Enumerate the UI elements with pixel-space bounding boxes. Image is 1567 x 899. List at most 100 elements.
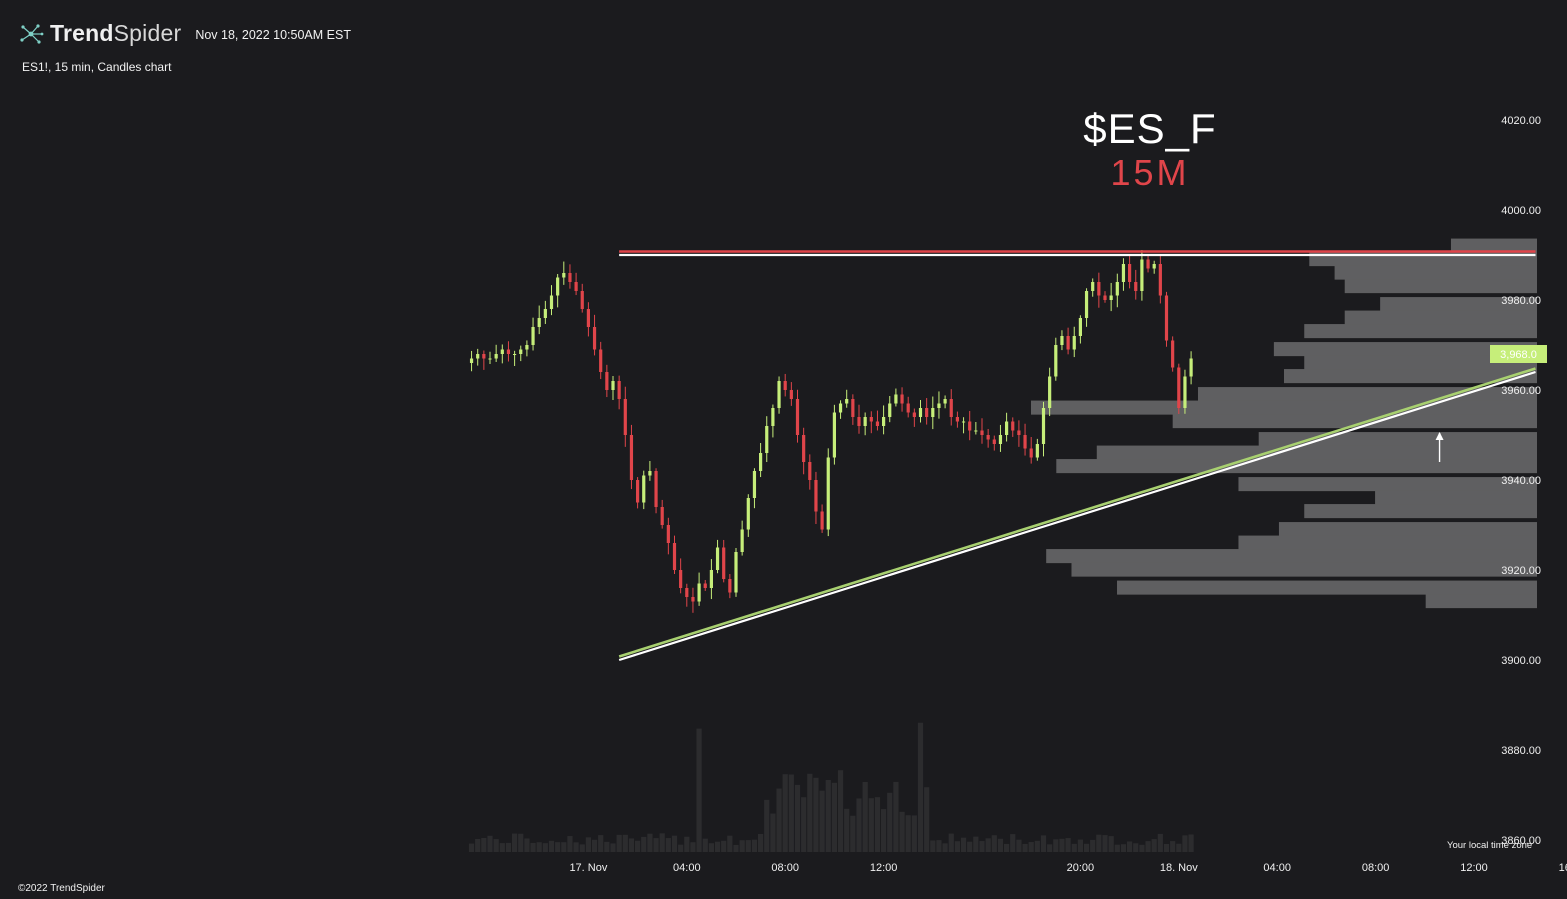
volume-bar: [856, 798, 862, 852]
candle-body: [611, 381, 615, 390]
candle-body: [592, 327, 597, 350]
volume-bar: [764, 799, 770, 852]
x-axis-tick-label: 12:00: [870, 862, 898, 874]
volume-bar: [561, 842, 567, 852]
candle-body: [1035, 444, 1039, 458]
candle-body: [691, 597, 695, 602]
candle-body: [531, 327, 535, 345]
volume-bar: [1133, 843, 1139, 852]
volume-bar: [997, 838, 1004, 852]
candle-body: [469, 358, 474, 363]
candle-body: [543, 309, 547, 318]
x-axis-tick-label: 20:00: [1067, 862, 1095, 874]
y-axis-tick-label: 3900.00: [1501, 655, 1541, 667]
volume-bar: [788, 774, 794, 852]
candle-body: [863, 417, 867, 426]
candle-body: [672, 543, 677, 570]
volume-bar: [1028, 842, 1034, 852]
volume-bar: [1188, 834, 1194, 852]
candle-body: [1097, 282, 1101, 296]
candle-body: [826, 457, 830, 530]
volume-profile-bar: [1056, 459, 1537, 474]
candle-body: [771, 408, 775, 426]
y-axis-tick-label: 3940.00: [1501, 475, 1541, 487]
volume-bar: [475, 839, 481, 852]
volume-bar: [702, 838, 708, 852]
candle-body: [1017, 430, 1021, 435]
volume-bar: [591, 839, 598, 852]
candle-body: [1134, 282, 1138, 291]
volume-bar: [1170, 841, 1176, 852]
support-trendline[interactable]: [618, 367, 1536, 662]
volume-bar: [616, 834, 622, 852]
volume-bar: [1157, 833, 1163, 852]
volume-bar: [1145, 841, 1151, 852]
volume-bar: [1139, 844, 1145, 852]
volume-profile-bar: [1096, 445, 1537, 460]
volume-bar: [745, 840, 751, 852]
volume-bar: [690, 842, 696, 852]
candle-body: [906, 403, 910, 413]
volume-bar: [1004, 843, 1010, 852]
candle-body: [500, 349, 504, 354]
volume-bar: [573, 842, 579, 852]
candle-body: [562, 273, 566, 278]
volume-bar: [887, 792, 893, 852]
candle-body: [998, 435, 1003, 444]
resistance-trendline[interactable]: [619, 250, 1536, 257]
volume-bar: [1053, 839, 1059, 852]
volume-bar: [813, 777, 819, 852]
candle-body: [949, 399, 953, 417]
candle-body: [549, 295, 554, 309]
volume-profile-bar: [1071, 562, 1537, 577]
y-axis-tick-label: 3880.00: [1501, 745, 1541, 757]
candle-body: [820, 511, 824, 530]
candle-body: [869, 417, 873, 422]
candle-body: [1158, 264, 1162, 296]
chart-subtitle: ES1!, 15 min, Candles chart: [22, 60, 172, 74]
volume-bar: [739, 840, 745, 852]
volume-profile-bar: [1284, 369, 1537, 384]
volume-profile-bar: [1375, 490, 1537, 505]
candle-body: [482, 354, 486, 359]
volume-bar: [512, 833, 518, 852]
x-axis-tick-label: 16:00: [1559, 862, 1567, 874]
candle-body: [525, 345, 529, 350]
volume-bar: [481, 838, 487, 852]
volume-profile-bar: [1197, 387, 1537, 402]
candle-body: [992, 439, 996, 444]
volume-bar: [973, 836, 979, 852]
volume-bar: [487, 835, 493, 852]
volume-profile-bar: [1258, 432, 1537, 447]
volume-bar: [782, 774, 788, 852]
volume-bar: [948, 833, 954, 852]
candle-body: [765, 426, 769, 453]
volume-bar: [1010, 834, 1016, 852]
candle-body: [654, 471, 658, 507]
volume-profile-bar: [1304, 504, 1537, 519]
candle-body: [617, 381, 621, 399]
trendlines-layer[interactable]: [618, 250, 1536, 662]
volume-bar: [881, 809, 887, 852]
volume-bar: [524, 838, 530, 852]
volume-bar: [1176, 843, 1182, 852]
candle-body: [574, 282, 578, 291]
volume-bar: [696, 728, 702, 852]
candle-body: [845, 399, 849, 404]
candle-body: [1023, 435, 1027, 449]
volume-profile-bar: [1117, 580, 1537, 595]
volume-bar: [1040, 835, 1047, 852]
candle-body: [1140, 259, 1144, 291]
volume-bar: [776, 788, 782, 852]
volume-bar: [1059, 838, 1065, 852]
candle-body: [1103, 295, 1107, 300]
y-axis-tick-label: 4020.00: [1501, 115, 1541, 127]
volume-profile-bar: [1278, 522, 1537, 537]
candle-body: [1171, 340, 1175, 368]
copyright-text: ©2022 TrendSpider: [18, 883, 105, 894]
volume-bar: [758, 834, 764, 852]
candle-body: [1109, 295, 1113, 300]
candle-body: [1054, 345, 1058, 377]
volume-bar: [1016, 839, 1022, 852]
